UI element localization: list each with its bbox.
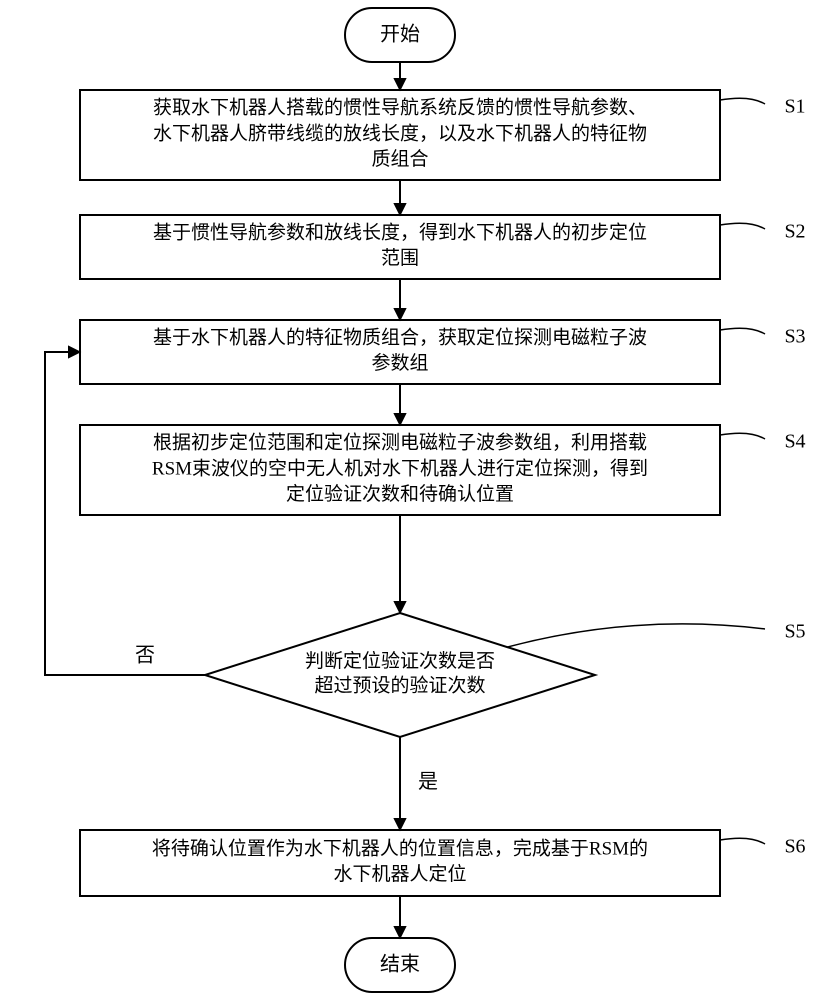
step-S2-line0: 基于惯性导航参数和放线长度，得到水下机器人的初步定位 <box>153 222 647 244</box>
edge-label-yes: 是 <box>418 771 438 793</box>
step-S1-line2: 质组合 <box>371 148 428 170</box>
step-S4-line2: 定位验证次数和待确认位置 <box>286 483 514 505</box>
step-S2: 基于惯性导航参数和放线长度，得到水下机器人的初步定位范围 S2 <box>80 215 806 279</box>
label-S4: S4 <box>784 431 805 453</box>
step-S6-line1: 水下机器人定位 <box>333 863 466 885</box>
decision-line1: 超过预设的验证次数 <box>314 675 485 697</box>
step-S1: 获取水下机器人搭载的惯性导航系统反馈的惯性导航参数、水下机器人脐带线缆的放线长度… <box>80 90 806 180</box>
step-S1-line0: 获取水下机器人搭载的惯性导航系统反馈的惯性导航参数、 <box>153 97 647 119</box>
terminal-end: 结束 <box>345 938 455 992</box>
label-S5: S5 <box>784 621 805 643</box>
terminal-start-label: 开始 <box>380 23 420 46</box>
edge-label-no: 否 <box>135 645 155 667</box>
step-S3-line0: 基于水下机器人的特征物质组合，获取定位探测电磁粒子波 <box>153 327 647 349</box>
decision-line0: 判断定位验证次数是否 <box>305 650 495 672</box>
terminal-start: 开始 <box>345 8 455 62</box>
step-S4-line0: 根据初步定位范围和定位探测电磁粒子波参数组，利用搭载 <box>153 432 647 454</box>
label-S6: S6 <box>784 836 805 858</box>
edge-s5-no-s3 <box>45 352 205 675</box>
step-S6-line0: 将待确认位置作为水下机器人的位置信息，完成基于RSM的 <box>152 838 648 860</box>
step-S3-line1: 参数组 <box>371 352 428 374</box>
step-S2-line1: 范围 <box>381 247 419 269</box>
step-S4-line1: RSM束波仪的空中无人机对水下机器人进行定位探测，得到 <box>152 457 648 479</box>
step-S3: 基于水下机器人的特征物质组合，获取定位探测电磁粒子波参数组 S3 <box>80 320 806 384</box>
step-S1-line1: 水下机器人脐带线缆的放线长度，以及水下机器人的特征物 <box>153 122 647 144</box>
step-S4: 根据初步定位范围和定位探测电磁粒子波参数组，利用搭载 RSM束波仪的空中无人机对水… <box>80 425 806 515</box>
decision-S5: 判断定位验证次数是否超过预设的验证次数 S5 <box>205 613 806 737</box>
step-S6: 将待确认位置作为水下机器人的位置信息，完成基于RSM的水下机器人定位 S6 <box>80 830 806 896</box>
label-S2: S2 <box>784 221 805 243</box>
label-S3: S3 <box>784 326 805 348</box>
terminal-end-label: 结束 <box>380 953 420 976</box>
label-S1: S1 <box>784 96 805 118</box>
